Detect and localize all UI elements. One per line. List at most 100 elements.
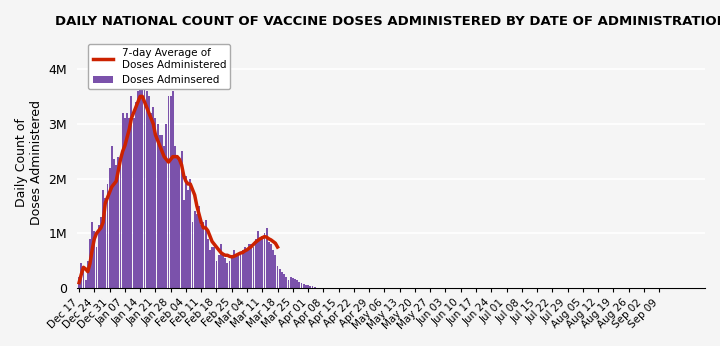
Bar (266, 228, 268, 288)
Bar (281, 272, 283, 288)
Bar (130, 97, 132, 288)
Bar (287, 280, 289, 288)
Bar (220, 244, 222, 288)
Bar (176, 157, 178, 288)
Bar (170, 97, 171, 288)
Bar (163, 146, 165, 288)
Bar (185, 176, 187, 288)
Bar (209, 250, 211, 288)
Bar (113, 160, 115, 288)
Bar (200, 225, 202, 288)
Bar (166, 124, 167, 288)
Title: DAILY NATIONAL COUNT OF VACCINE DOSES ADMINISTERED BY DATE OF ADMINISTRATION: DAILY NATIONAL COUNT OF VACCINE DOSES AD… (55, 15, 720, 28)
Bar (194, 211, 196, 288)
Bar (255, 239, 256, 288)
Bar (261, 236, 264, 288)
Bar (296, 281, 298, 288)
Bar (145, 91, 148, 288)
Bar (96, 247, 97, 288)
Bar (122, 113, 124, 288)
Bar (153, 107, 154, 288)
Bar (312, 286, 313, 288)
Bar (259, 239, 261, 288)
Bar (85, 280, 86, 288)
Bar (292, 278, 294, 288)
Bar (235, 255, 237, 288)
Bar (227, 263, 228, 288)
Bar (196, 214, 198, 288)
Bar (248, 244, 250, 288)
Bar (307, 285, 309, 288)
Bar (238, 255, 239, 288)
Bar (251, 244, 252, 288)
Bar (276, 266, 279, 288)
Bar (202, 222, 204, 288)
Legend: 7-day Average of
Doses Administered, Doses Adminsered: 7-day Average of Doses Administered, Dos… (89, 44, 230, 89)
Bar (222, 255, 224, 288)
Bar (305, 285, 307, 288)
Bar (172, 91, 174, 288)
Bar (174, 146, 176, 288)
Bar (83, 269, 84, 288)
Bar (189, 179, 192, 288)
Bar (298, 282, 300, 288)
Bar (181, 151, 182, 288)
Bar (157, 124, 158, 288)
Bar (109, 167, 111, 288)
Bar (159, 135, 161, 288)
Bar (126, 113, 128, 288)
Bar (143, 53, 145, 288)
Bar (150, 113, 152, 288)
Bar (246, 250, 248, 288)
Bar (179, 157, 180, 288)
Bar (115, 165, 117, 288)
Bar (135, 102, 137, 288)
Bar (89, 239, 91, 288)
Bar (272, 250, 274, 288)
Bar (211, 247, 213, 288)
Bar (314, 287, 315, 288)
Bar (244, 247, 246, 288)
Bar (289, 277, 292, 288)
Bar (274, 255, 276, 288)
Bar (303, 284, 305, 288)
Bar (107, 184, 109, 288)
Bar (94, 230, 95, 288)
Bar (141, 47, 143, 288)
Bar (148, 97, 150, 288)
Bar (168, 97, 169, 288)
Bar (270, 244, 272, 288)
Bar (87, 261, 89, 288)
Bar (155, 118, 156, 288)
Bar (268, 242, 270, 288)
Y-axis label: Daily Count of
Doses Administered: Daily Count of Doses Administered (15, 100, 43, 225)
Bar (192, 222, 194, 288)
Bar (310, 286, 311, 288)
Bar (294, 279, 296, 288)
Bar (100, 217, 102, 288)
Bar (120, 162, 122, 288)
Bar (242, 250, 243, 288)
Bar (213, 247, 215, 288)
Bar (240, 253, 241, 288)
Bar (229, 261, 230, 288)
Bar (117, 157, 120, 288)
Bar (132, 118, 135, 288)
Bar (161, 135, 163, 288)
Bar (187, 190, 189, 288)
Bar (198, 206, 200, 288)
Bar (283, 274, 285, 288)
Bar (233, 250, 235, 288)
Bar (224, 258, 226, 288)
Bar (204, 220, 207, 288)
Bar (285, 277, 287, 288)
Bar (111, 146, 113, 288)
Bar (215, 261, 217, 288)
Bar (264, 233, 266, 288)
Bar (217, 255, 220, 288)
Bar (253, 247, 254, 288)
Bar (207, 239, 209, 288)
Bar (78, 277, 80, 288)
Bar (102, 190, 104, 288)
Bar (104, 198, 106, 288)
